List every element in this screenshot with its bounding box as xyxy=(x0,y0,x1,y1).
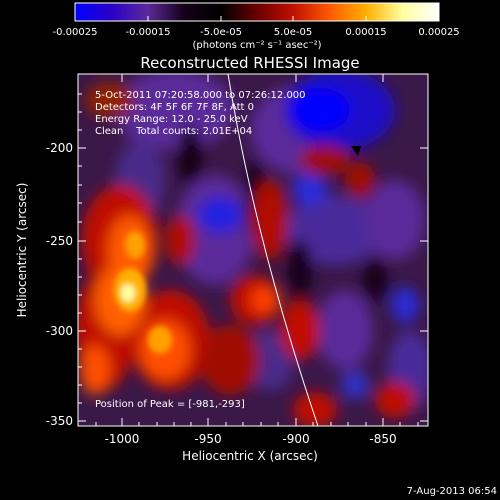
colorbar-tick: 0.00015 xyxy=(345,27,386,38)
colorbar-frame xyxy=(74,2,440,22)
min-marker xyxy=(351,146,361,156)
y-tick-label: -350 xyxy=(46,414,73,428)
footer-timestamp: 7-Aug-2013 06:54 xyxy=(407,486,497,497)
x-tick-label: -950 xyxy=(194,432,221,446)
colorbar: -0.00025 -0.00015 -5.0e-05 5.0e-05 0.000… xyxy=(53,2,460,51)
rhessi-image xyxy=(78,74,428,426)
plot-title: Reconstructed RHESSI Image xyxy=(140,54,359,72)
y-tick-label: -250 xyxy=(46,234,73,248)
colorbar-tick: -0.00025 xyxy=(53,27,98,38)
detectors-info: Detectors: 4F 5F 6F 7F 8F, Att 0 xyxy=(95,102,254,113)
axis-ticks xyxy=(78,74,428,426)
colorbar-tick: 5.0e-05 xyxy=(274,27,312,38)
plot-frame xyxy=(77,73,429,427)
y-tick-label: -300 xyxy=(46,324,73,338)
x-axis-title: Heliocentric X (arcsec) xyxy=(182,449,318,463)
x-tick-label: -850 xyxy=(369,432,396,446)
y-tick-label: -200 xyxy=(46,141,73,155)
clean-counts: Clean Total counts: 2.01E+04 xyxy=(95,126,252,137)
colorbar-gradient xyxy=(75,3,439,21)
solar-limb xyxy=(227,74,319,426)
colorbar-tick: -0.00015 xyxy=(126,27,171,38)
x-tick-label: -1000 xyxy=(105,432,140,446)
colorbar-units: (photons cm⁻² s⁻¹ asec⁻²) xyxy=(192,40,321,51)
colorbar-tick: -5.0e-05 xyxy=(200,27,242,38)
x-tick-label: -900 xyxy=(282,432,309,446)
info-block: 5-Oct-2011 07:20:58.000 to 07:26:12.000 … xyxy=(95,90,306,137)
y-axis-title: Heliocentric Y (arcsec) xyxy=(15,183,29,318)
time-range: 5-Oct-2011 07:20:58.000 to 07:26:12.000 xyxy=(95,90,306,101)
peak-position: Position of Peak = [-981,-293] xyxy=(95,399,245,410)
energy-range: Energy Range: 12.0 - 25.0 keV xyxy=(95,114,248,125)
colorbar-tick: 0.00025 xyxy=(418,27,459,38)
